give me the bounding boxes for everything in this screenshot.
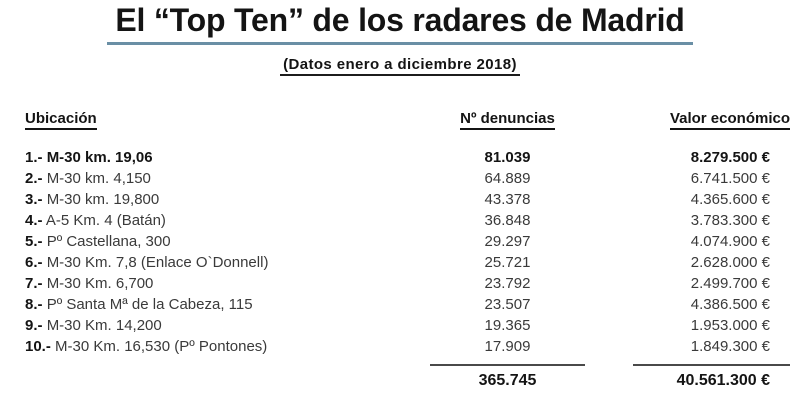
row-location: Pº Santa Mª de la Cabeza, 115 (46, 296, 253, 313)
row-location: M-30 km. 4,150 (46, 170, 151, 187)
row-complaints: 25.721 (484, 254, 531, 271)
row-rank: 1.- (25, 149, 43, 166)
row-value: 4.386.500 € (690, 296, 770, 313)
radar-table: Ubicación Nº denuncias Valor económico 1… (25, 110, 790, 392)
row-value: 2.499.700 € (690, 275, 770, 292)
title-bar: El “Top Ten” de los radares de Madrid (0, 2, 800, 45)
row-location: Pº Castellana, 300 (46, 233, 171, 250)
table-row: 2.- M-30 km. 4,150 64.889 6.741.500 € (25, 168, 790, 189)
table-row: 5.- Pº Castellana, 300 29.297 4.074.900 … (25, 231, 790, 252)
row-complaints: 43.378 (484, 191, 531, 208)
row-value: 3.783.300 € (690, 212, 770, 229)
page-title: El “Top Ten” de los radares de Madrid (107, 2, 693, 45)
table-row: 8.- Pº Santa Mª de la Cabeza, 115 23.507… (25, 294, 790, 315)
row-location: M-30 Km. 16,530 (Pº Pontones) (55, 338, 268, 355)
row-complaints: 17.909 (484, 338, 531, 355)
total-value: 40.561.300 € (676, 372, 770, 389)
table-row: 10.- M-30 Km. 16,530 (Pº Pontones) 17.90… (25, 336, 790, 357)
row-rank: 5.- (25, 233, 43, 250)
table-header-row: Ubicación Nº denuncias Valor económico (25, 110, 790, 130)
table-row: 4.- A-5 Km. 4 (Batán) 36.848 3.783.300 € (25, 210, 790, 231)
col-header-valor: Valor económico (669, 110, 790, 130)
row-location: A-5 Km. 4 (Batán) (45, 212, 166, 229)
table-row: 1.- M-30 km. 19,06 81.039 8.279.500 € (25, 147, 790, 168)
total-complaints: 365.745 (478, 372, 537, 389)
row-value: 4.365.600 € (690, 191, 770, 208)
row-rank: 2.- (25, 170, 43, 187)
row-rank: 10.- (25, 338, 51, 355)
row-complaints: 81.039 (484, 149, 531, 166)
row-value: 6.741.500 € (690, 170, 770, 187)
valor-total-rule (633, 364, 790, 366)
row-complaints: 23.792 (484, 275, 531, 292)
row-value: 8.279.500 € (690, 149, 770, 166)
row-value: 2.628.000 € (690, 254, 770, 271)
denuncias-total-rule (430, 364, 585, 366)
totals-row: 365.745 40.561.300 € (25, 370, 790, 392)
table-row: 3.- M-30 km. 19,800 43.378 4.365.600 € (25, 189, 790, 210)
row-rank: 7.- (25, 275, 43, 292)
row-location: M-30 km. 19,800 (46, 191, 160, 208)
row-location: M-30 Km. 7,8 (Enlace O`Donnell) (46, 254, 269, 271)
row-complaints: 29.297 (484, 233, 531, 250)
row-complaints: 36.848 (484, 212, 531, 229)
row-location: M-30 Km. 6,700 (46, 275, 154, 292)
row-rank: 8.- (25, 296, 43, 313)
row-rank: 4.- (25, 212, 43, 229)
row-complaints: 19.365 (484, 317, 531, 334)
table-row: 6.- M-30 Km. 7,8 (Enlace O`Donnell) 25.7… (25, 252, 790, 273)
row-location: M-30 km. 19,06 (46, 149, 153, 166)
row-value: 1.849.300 € (690, 338, 770, 355)
table-row: 9.- M-30 Km. 14,200 19.365 1.953.000 € (25, 315, 790, 336)
totals-rule-row (25, 364, 790, 366)
row-value: 4.074.900 € (690, 233, 770, 250)
row-rank: 9.- (25, 317, 43, 334)
row-value: 1.953.000 € (690, 317, 770, 334)
row-location: M-30 Km. 14,200 (46, 317, 162, 334)
subtitle-bar: (Datos enero a diciembre 2018) (0, 56, 800, 76)
col-header-denuncias: Nº denuncias (460, 110, 555, 130)
table-row: 7.- M-30 Km. 6,700 23.792 2.499.700 € (25, 273, 790, 294)
row-complaints: 23.507 (484, 296, 531, 313)
row-rank: 3.- (25, 191, 43, 208)
page-subtitle: (Datos enero a diciembre 2018) (280, 56, 520, 76)
col-header-ubicacion: Ubicación (25, 110, 97, 130)
row-complaints: 64.889 (484, 170, 531, 187)
row-rank: 6.- (25, 254, 43, 271)
